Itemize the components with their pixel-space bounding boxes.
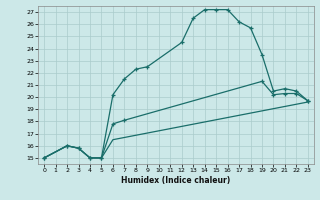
X-axis label: Humidex (Indice chaleur): Humidex (Indice chaleur)	[121, 176, 231, 185]
